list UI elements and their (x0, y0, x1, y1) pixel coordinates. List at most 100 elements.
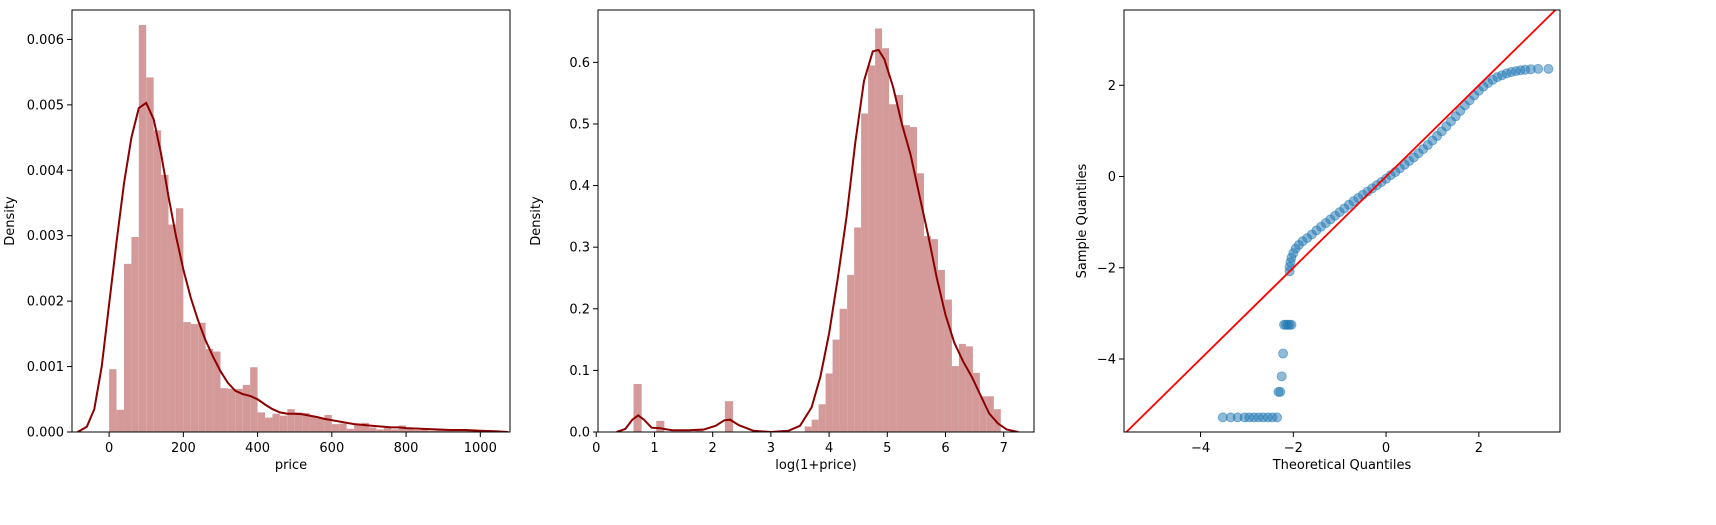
y-tick-label: 0 (1108, 170, 1116, 185)
histogram-bar (993, 409, 1001, 432)
histogram-bar (465, 430, 473, 432)
histogram-bar (324, 414, 332, 432)
histogram-bar (361, 422, 369, 432)
x-tick-label: 800 (394, 441, 419, 456)
histogram-bar (861, 113, 869, 432)
histogram-bar (811, 419, 819, 432)
x-tick-label: 1000 (464, 441, 497, 456)
x-axis-label: price (275, 458, 307, 473)
y-tick-label: 0.003 (27, 229, 64, 244)
qq-point (1276, 371, 1287, 382)
histogram-bar (183, 322, 191, 432)
histogram-bar (903, 125, 911, 432)
histogram-bar (923, 236, 931, 432)
y-tick-label: 0.002 (27, 295, 64, 310)
y-tick-label: 0.000 (27, 426, 64, 441)
y-tick-label: 2 (1108, 79, 1116, 94)
histogram-bar (882, 48, 890, 432)
histogram-bar (951, 366, 959, 432)
histogram-bar (272, 413, 280, 432)
x-tick-label: 0 (1382, 441, 1390, 456)
histogram-bar (339, 423, 347, 432)
histogram-bar (458, 430, 466, 432)
axis-ticks: 0 200 400 600 800 1000 0.000 0.001 0.002 0.003 0.0… (27, 33, 497, 456)
qq-point (1286, 319, 1297, 330)
histogram-bar (227, 388, 236, 432)
x-tick-label: 200 (171, 441, 196, 456)
axis-ticks: 0 1 2 3 4 5 6 7 0.0 0.1 0.2 0.3 0.4 0.5 0.6 (569, 56, 1008, 456)
x-tick-label: 0 (592, 441, 600, 456)
y-tick-label: 0.3 (569, 241, 590, 256)
y-tick-label: 0.001 (27, 360, 64, 375)
histogram-bar (309, 416, 317, 432)
histogram-bar (161, 174, 169, 432)
histogram-bar (235, 388, 243, 432)
qq-points (1217, 63, 1554, 423)
x-tick-label: 2 (1475, 441, 1483, 456)
histogram-bar (889, 104, 897, 432)
histogram-bar (331, 424, 340, 432)
histogram-bar (302, 413, 310, 432)
histogram-bar (428, 430, 436, 432)
x-axis-label: log(1+price) (775, 458, 856, 473)
histogram-bar (896, 95, 904, 432)
x-tick-label: 2 (709, 441, 717, 456)
histogram-bar (205, 348, 214, 432)
y-axis-label: Density (529, 196, 544, 246)
histogram-bar (854, 227, 862, 432)
histogram-bar (979, 396, 987, 432)
histogram-bar (153, 130, 162, 432)
subplot-price-histogram: 0 200 400 600 800 1000 0.000 0.001 0.002 0.003 0.0… (3, 9, 511, 473)
histogram-bar (368, 427, 377, 432)
y-axis-label: Density (3, 196, 18, 246)
subplot-log-price-histogram: 0 1 2 3 4 5 6 7 0.0 0.1 0.2 0.3 0.4 0.5 0.6 log(1+pric… (529, 9, 1035, 473)
histogram-bar (420, 428, 429, 432)
histogram-bar (109, 369, 117, 432)
histogram-bar (930, 239, 938, 432)
histogram-bar (972, 372, 980, 432)
histogram-bar (724, 401, 734, 432)
histogram-bar (916, 173, 924, 432)
histogram-bar (346, 428, 355, 432)
y-tick-label: 0.1 (569, 364, 590, 379)
x-tick-label: 6 (941, 441, 949, 456)
axes-frame (597, 9, 1035, 433)
histogram-bar (965, 346, 973, 432)
x-tick-label: 3 (767, 441, 775, 456)
histogram-bar (354, 424, 362, 432)
x-tick-label: 5 (883, 441, 891, 456)
histogram-bar (198, 322, 206, 432)
y-tick-label: 0.004 (27, 164, 64, 179)
histogram-bar (287, 409, 295, 432)
x-tick-label: 400 (245, 441, 270, 456)
histogram-bar (875, 28, 883, 432)
histogram-bar (443, 430, 451, 432)
histogram-bar (294, 412, 303, 432)
x-tick-label: 4 (825, 441, 833, 456)
histogram-bar (376, 429, 384, 432)
histogram-bar (220, 388, 228, 432)
qq-point (1275, 386, 1286, 397)
subplot-qq-plot: −4 −2 0 2 −4 −2 0 2 Theoretical Quantiles Sampl… (1075, 9, 1561, 473)
axes-frame (71, 9, 511, 433)
histogram-bar (944, 299, 952, 432)
histogram-bar (242, 384, 251, 432)
histogram-bars (633, 28, 1001, 432)
y-tick-label: 0.6 (569, 56, 590, 71)
histogram-bar (825, 373, 833, 432)
histogram-bar (123, 263, 132, 432)
y-tick-label: 0.005 (27, 98, 64, 113)
histogram-bar (633, 383, 642, 432)
histogram-bar (116, 409, 124, 432)
y-tick-label: 0.4 (569, 179, 590, 194)
x-tick-label: 600 (319, 441, 344, 456)
histogram-bar (435, 429, 444, 432)
histogram-bar (316, 418, 325, 432)
histogram-bar (391, 429, 399, 432)
histogram-bar (250, 367, 258, 432)
histogram-bars (109, 25, 481, 432)
histogram-bar (406, 428, 414, 432)
histogram-bar (910, 127, 917, 432)
y-tick-label: 0.006 (27, 33, 64, 48)
